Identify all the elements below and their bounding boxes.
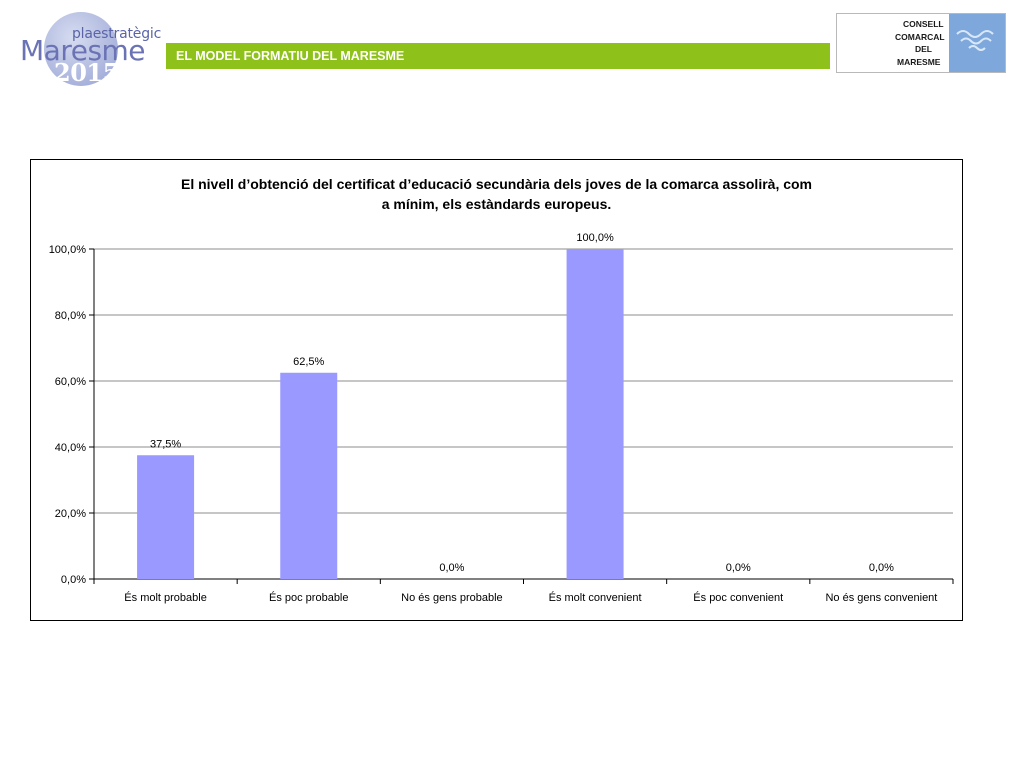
council-emblem	[949, 14, 1005, 72]
y-tick-label: 80,0%	[55, 310, 86, 322]
wave-icon	[956, 30, 994, 51]
council-line: DEL	[915, 44, 932, 54]
y-tick-label: 40,0%	[55, 442, 86, 454]
logo-pla-text: plaestratègic	[72, 26, 162, 42]
y-tick-label: 60,0%	[55, 376, 86, 388]
x-tick-label: És molt probable	[124, 591, 207, 604]
data-label: 62,5%	[293, 356, 324, 368]
data-label: 0,0%	[439, 562, 464, 574]
x-tick-label: No és gens convenient	[825, 592, 937, 604]
council-line: MARESME	[897, 56, 941, 67]
data-label: 0,0%	[869, 562, 894, 574]
council-line: CONSELL	[903, 19, 944, 29]
bar	[280, 372, 338, 579]
logo-maresme-text: Maresme	[20, 34, 146, 67]
chart-title-line: a mínim, els estàndards europeus.	[381, 196, 612, 212]
plaestrategic-logo: plaestratègic Maresme 2015	[18, 12, 161, 88]
logo-year-text: 2015	[54, 58, 119, 87]
council-logo: CONSELL COMARCAL DEL MARESME	[836, 13, 1006, 73]
y-tick-label: 100,0%	[49, 244, 87, 256]
council-line: COMARCAL	[895, 31, 945, 42]
x-tick-label: És molt convenient	[549, 591, 642, 604]
section-title: EL MODEL FORMATIU DEL MARESME	[176, 49, 405, 63]
bar	[566, 249, 624, 579]
council-name: CONSELL COMARCAL DEL MARESME	[875, 18, 949, 68]
bar-chart: 0,0% 20,0% 40,0% 60,0% 80,0% 100,0% 37,5% És mo…	[49, 232, 954, 604]
data-label: 0,0%	[726, 562, 751, 574]
x-tick-label: És poc probable	[269, 591, 349, 604]
section-title-bar: EL MODEL FORMATIU DEL MARESME	[166, 43, 830, 69]
x-tick-label: No és gens probable	[401, 592, 503, 604]
logo-circle	[44, 12, 118, 86]
data-label: 100,0%	[576, 232, 614, 244]
chart-container: El nivell d’obtenció del certificat d’ed…	[30, 159, 963, 621]
y-tick-label: 20,0%	[55, 508, 86, 520]
y-tick-label: 0,0%	[61, 574, 86, 586]
data-label: 37,5%	[150, 438, 181, 450]
chart-title-line: El nivell d’obtenció del certificat d’ed…	[180, 176, 813, 192]
chart-title: El nivell d’obtenció del certificat d’ed…	[31, 174, 962, 214]
bar	[137, 455, 195, 579]
x-tick-label: És poc convenient	[693, 591, 783, 604]
